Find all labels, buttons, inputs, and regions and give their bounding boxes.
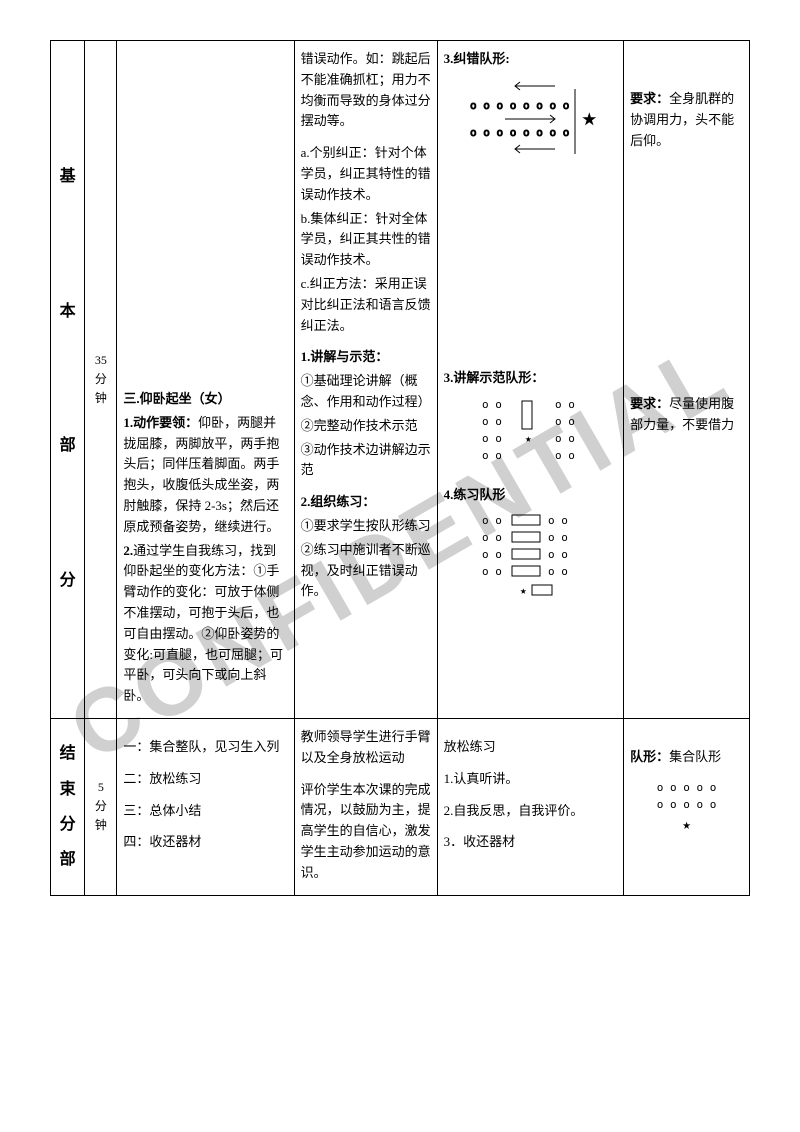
formation-star: ★ (630, 814, 743, 836)
svg-text:★: ★ (525, 432, 532, 445)
time-ending: 5 分 钟 (85, 718, 117, 895)
svg-text:o o: o o (548, 531, 568, 544)
svg-text:o o: o o (482, 565, 502, 578)
req2-label: 队形： (630, 749, 669, 764)
b-label: b.集体纠正： (301, 211, 376, 226)
ending-m1: 教师领导学生进行手臂以及全身放松运动 (301, 727, 431, 769)
f4-label: 4.练习队形 (444, 485, 617, 506)
method-ending: 教师领导学生进行手臂以及全身放松运动 评价学生本次课的完成情况，以鼓励为主，提高… (294, 718, 437, 895)
row-basic-part: 基 本 部 分 35 分 钟 三.仰卧起坐（女） 1.动作要领：仰卧，两腿并拢屈… (51, 41, 750, 719)
p2-text: 通过学生自我练习，找到仰卧起坐的变化方法：①手臂动作的变化：可放于体侧不准摆动，… (123, 543, 283, 704)
formation-diagram-3: o o o o o o o o o o o o o o o o ★ (460, 509, 600, 604)
a-label: a.个别纠正： (301, 145, 375, 160)
svg-text:o o: o o (555, 398, 575, 411)
f3b-label: 3.讲解示范队形： (444, 368, 617, 389)
formation-diagram-1: o o o o o o o o o o o o o o o o ★ (455, 74, 605, 164)
ending-f4: 3．收还器材 (444, 832, 617, 853)
method-top1: 错误动作。如：跳起后不能准确抓杠；用力不均衡而导致的身体过分摆动等。 (301, 49, 431, 132)
svg-text:o o: o o (555, 432, 575, 445)
req2-text: 集合队形 (669, 749, 721, 764)
c-label: c.纠正方法： (301, 276, 375, 291)
content-title: 三.仰卧起坐（女） (123, 391, 230, 406)
svg-text:o o: o o (482, 449, 502, 462)
ending-c2: 二：放松练习 (123, 769, 287, 790)
req-basic: 要求：全身肌群的协调用力，头不能后仰。 要求：尽量使用腹部力量，不要借力 (624, 41, 750, 719)
svg-text:o o: o o (555, 415, 575, 428)
f3-label: 3.纠错队形: (444, 49, 617, 70)
formation-line1: o o o o o (630, 779, 743, 797)
svg-text:o o: o o (482, 531, 502, 544)
ending-f3: 2.自我反思，自我评价。 (444, 801, 617, 822)
svg-text:o o: o o (548, 514, 568, 527)
m1a: ①基础理论讲解（概念、作用和动作过程） (301, 371, 431, 413)
m1-label: 1.讲解与示范： (301, 347, 431, 368)
m1b: ②完整动作技术示范 (301, 416, 431, 437)
m2a: ①要求学生按队形练习 (301, 516, 431, 537)
m2-label: 2.组织练习： (301, 492, 431, 513)
svg-text:o o: o o (482, 398, 502, 411)
svg-text:o o: o o (548, 565, 568, 578)
svg-text:o o: o o (482, 415, 502, 428)
svg-text:o o o o o o o o: o o o o o o o o (470, 99, 569, 112)
row-ending-part: 结 束 分 部 5 分 钟 一：集合整队，见习生入列 二：放松练习 三：总体小结… (51, 718, 750, 895)
svg-text:o o: o o (482, 514, 502, 527)
section-label-ending: 结 束 分 部 (51, 718, 85, 895)
formation-basic: 3.纠错队形: o o o o o o o o o o o o o o o o … (437, 41, 623, 719)
m2b: ②练习中施训者不断巡视，及时纠正错误动作。 (301, 540, 431, 602)
lesson-plan-table: 基 本 部 分 35 分 钟 三.仰卧起坐（女） 1.动作要领：仰卧，两腿并拢屈… (50, 40, 750, 896)
p1-text: 仰卧，两腿并拢屈膝，两脚放平，两手抱头后；同伴压着脚面。两手抱头，收腹低头成坐姿… (123, 415, 279, 534)
method-basic: 错误动作。如：跳起后不能准确抓杠；用力不均衡而导致的身体过分摆动等。 a.个别纠… (294, 41, 437, 719)
content-basic: 三.仰卧起坐（女） 1.动作要领：仰卧，两腿并拢屈膝，两脚放平，两手抱头后；同伴… (117, 41, 294, 719)
svg-text:o o: o o (482, 432, 502, 445)
content-ending: 一：集合整队，见习生入列 二：放松练习 三：总体小结 四：收还器材 (117, 718, 294, 895)
svg-text:o o: o o (482, 548, 502, 561)
r2-label: 要求： (630, 396, 669, 411)
formation-line2: o o o o o (630, 796, 743, 814)
svg-text:o o: o o (555, 449, 575, 462)
ending-m2: 评价学生本次课的完成情况，以鼓励为主，提高学生的自信心，激发学生主动参加运动的意… (301, 780, 431, 884)
p2-label: 2. (123, 543, 133, 558)
time-basic: 35 分 钟 (85, 41, 117, 719)
formation-diagram-2: o o o o o o o o o o ★ o o o o o o (460, 393, 600, 473)
ending-f2: 1.认真听讲。 (444, 769, 617, 790)
r1-label: 要求： (630, 91, 669, 106)
ending-c3: 三：总体小结 (123, 801, 287, 822)
section-label-basic: 基 本 部 分 (51, 41, 85, 719)
ending-c1: 一：集合整队，见习生入列 (123, 737, 287, 758)
svg-text:★: ★ (520, 584, 527, 597)
p1-label: 1.动作要领： (123, 415, 198, 430)
svg-text:o o o o o o o o: o o o o o o o o (470, 126, 569, 139)
ending-f1: 放松练习 (444, 737, 617, 758)
m1c: ③动作技术边讲解边示范 (301, 440, 431, 482)
req-ending: 队形：集合队形 o o o o o o o o o o ★ (624, 718, 750, 895)
ending-c4: 四：收还器材 (123, 832, 287, 853)
svg-text:★: ★ (583, 113, 596, 128)
svg-text:o o: o o (548, 548, 568, 561)
formation-ending: 放松练习 1.认真听讲。 2.自我反思，自我评价。 3．收还器材 (437, 718, 623, 895)
